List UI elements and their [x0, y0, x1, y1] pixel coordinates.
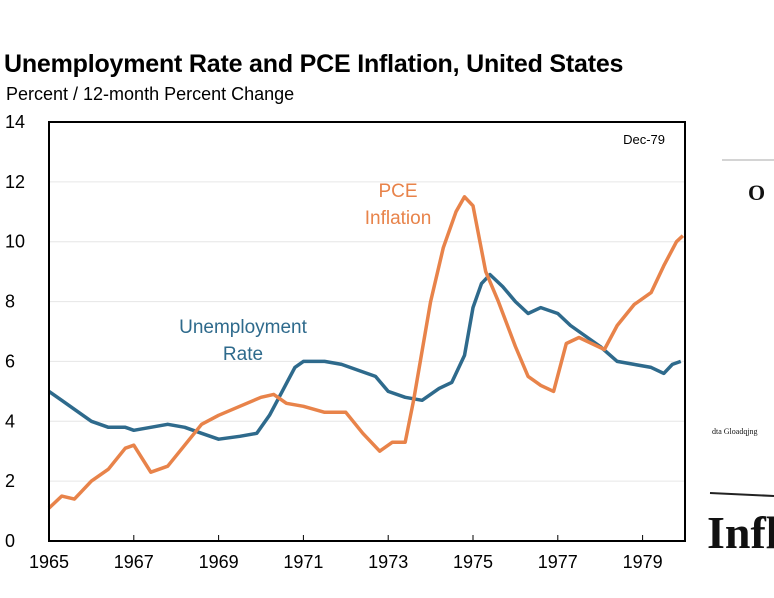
svg-text:dta Gloadqjng: dta Gloadqjng [712, 427, 758, 436]
svg-text:Infl: Infl [707, 507, 774, 558]
x-tick-label: 1969 [199, 552, 239, 572]
chart-subtitle: Percent / 12-month Percent Change [6, 84, 295, 104]
x-tick-label: 1971 [283, 552, 323, 572]
y-tick-label: 2 [5, 471, 15, 491]
y-tick-label: 0 [5, 531, 15, 551]
series-labels: Unemployment Rate PCE Inflation [179, 181, 431, 365]
series-group [47, 195, 685, 510]
x-tick-label: 1979 [623, 552, 663, 572]
x-tick-label: 1965 [29, 552, 69, 572]
y-tick-label: 14 [5, 112, 25, 132]
y-tick-label: 10 [5, 232, 25, 252]
plot-frame [48, 121, 686, 542]
y-tick-label: 4 [5, 411, 15, 431]
series-label: Rate [223, 344, 263, 365]
x-tick-label: 1975 [453, 552, 493, 572]
chart-title: Unemployment Rate and PCE Inflation, Uni… [4, 50, 624, 78]
series-label: Unemployment [179, 317, 307, 338]
x-tick-label: 1977 [538, 552, 578, 572]
date-annotation: Dec-79 [623, 132, 665, 147]
svg-text:O: O [748, 180, 765, 205]
series-line [47, 272, 682, 441]
y-tick-label: 8 [5, 292, 15, 312]
x-tick-label: 1973 [368, 552, 408, 572]
grid-lines [49, 181, 685, 482]
x-tick-label: 1967 [114, 552, 154, 572]
series-line [47, 195, 685, 510]
y-tick-label: 6 [5, 351, 15, 371]
y-tick-label: 12 [5, 172, 25, 192]
series-label: Inflation [365, 208, 432, 229]
background-fragment: O dta Gloadqjng Infl [707, 159, 774, 558]
series-label: PCE [378, 181, 417, 202]
x-axis: 1965 1967 1969 1971 1973 1975 1977 1979 [29, 535, 663, 572]
y-axis: 0 2 4 6 8 10 12 14 [5, 112, 25, 551]
